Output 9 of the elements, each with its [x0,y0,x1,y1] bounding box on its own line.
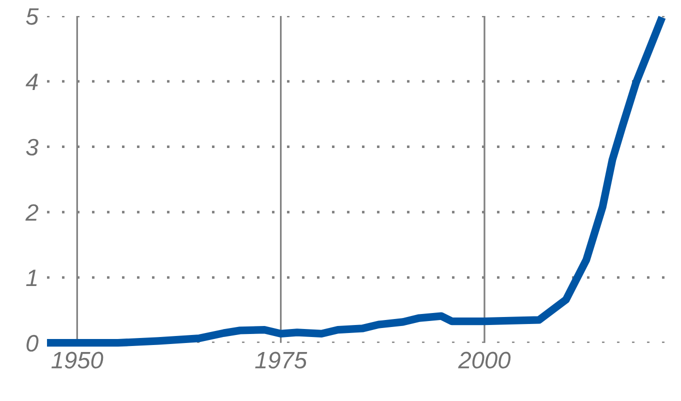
x-tick-label: 2000 [458,352,511,369]
y-tick-label: 1 [26,270,37,286]
y-tick-label: 3 [26,138,38,156]
y-tick-label: 2 [25,204,38,221]
y-tick-label: 0 [26,334,38,352]
y-tick-label: 5 [26,8,39,25]
x-tick-label: 1975 [255,352,308,369]
y-tick-label: 4 [26,74,38,90]
x-tick-label: 1950 [51,352,104,369]
